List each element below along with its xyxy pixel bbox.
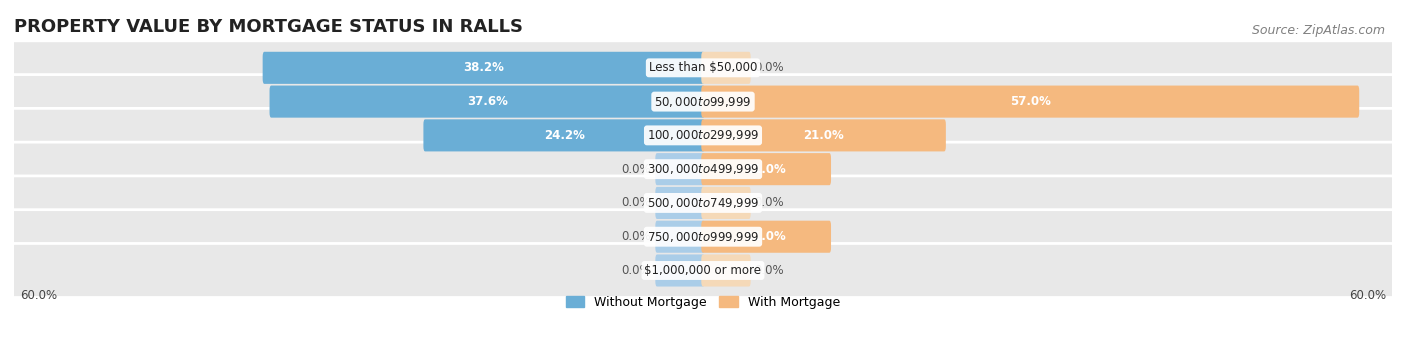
Text: 21.0%: 21.0% (803, 129, 844, 142)
FancyBboxPatch shape (655, 254, 704, 287)
FancyBboxPatch shape (423, 119, 704, 151)
Text: $750,000 to $999,999: $750,000 to $999,999 (647, 230, 759, 244)
Text: 0.0%: 0.0% (621, 230, 651, 243)
FancyBboxPatch shape (702, 187, 751, 219)
Text: 0.0%: 0.0% (621, 163, 651, 176)
Text: Source: ZipAtlas.com: Source: ZipAtlas.com (1251, 24, 1385, 37)
FancyBboxPatch shape (11, 41, 1395, 95)
Text: $1,000,000 or more: $1,000,000 or more (644, 264, 762, 277)
FancyBboxPatch shape (655, 221, 704, 253)
FancyBboxPatch shape (702, 153, 831, 185)
Text: 38.2%: 38.2% (463, 61, 505, 74)
Text: $100,000 to $299,999: $100,000 to $299,999 (647, 129, 759, 142)
FancyBboxPatch shape (11, 108, 1395, 163)
Text: 0.0%: 0.0% (755, 61, 785, 74)
FancyBboxPatch shape (11, 243, 1395, 298)
FancyBboxPatch shape (702, 221, 831, 253)
Text: 11.0%: 11.0% (745, 230, 786, 243)
Text: Less than $50,000: Less than $50,000 (648, 61, 758, 74)
Text: 37.6%: 37.6% (467, 95, 508, 108)
FancyBboxPatch shape (702, 119, 946, 151)
Text: 60.0%: 60.0% (1350, 289, 1386, 302)
FancyBboxPatch shape (702, 86, 1360, 118)
FancyBboxPatch shape (263, 52, 704, 84)
Legend: Without Mortgage, With Mortgage: Without Mortgage, With Mortgage (561, 291, 845, 313)
Text: 57.0%: 57.0% (1010, 95, 1050, 108)
FancyBboxPatch shape (702, 254, 751, 287)
Text: PROPERTY VALUE BY MORTGAGE STATUS IN RALLS: PROPERTY VALUE BY MORTGAGE STATUS IN RAL… (14, 18, 523, 36)
FancyBboxPatch shape (655, 187, 704, 219)
Text: $300,000 to $499,999: $300,000 to $499,999 (647, 162, 759, 176)
Text: $500,000 to $749,999: $500,000 to $749,999 (647, 196, 759, 210)
FancyBboxPatch shape (11, 176, 1395, 230)
Text: $50,000 to $99,999: $50,000 to $99,999 (654, 95, 752, 108)
FancyBboxPatch shape (270, 86, 704, 118)
FancyBboxPatch shape (655, 153, 704, 185)
Text: 60.0%: 60.0% (20, 289, 56, 302)
FancyBboxPatch shape (11, 210, 1395, 264)
Text: 0.0%: 0.0% (755, 264, 785, 277)
Text: 0.0%: 0.0% (755, 197, 785, 209)
Text: 0.0%: 0.0% (621, 264, 651, 277)
Text: 11.0%: 11.0% (745, 163, 786, 176)
FancyBboxPatch shape (11, 74, 1395, 129)
FancyBboxPatch shape (702, 52, 751, 84)
Text: 0.0%: 0.0% (621, 197, 651, 209)
FancyBboxPatch shape (11, 142, 1395, 196)
Text: 24.2%: 24.2% (544, 129, 585, 142)
